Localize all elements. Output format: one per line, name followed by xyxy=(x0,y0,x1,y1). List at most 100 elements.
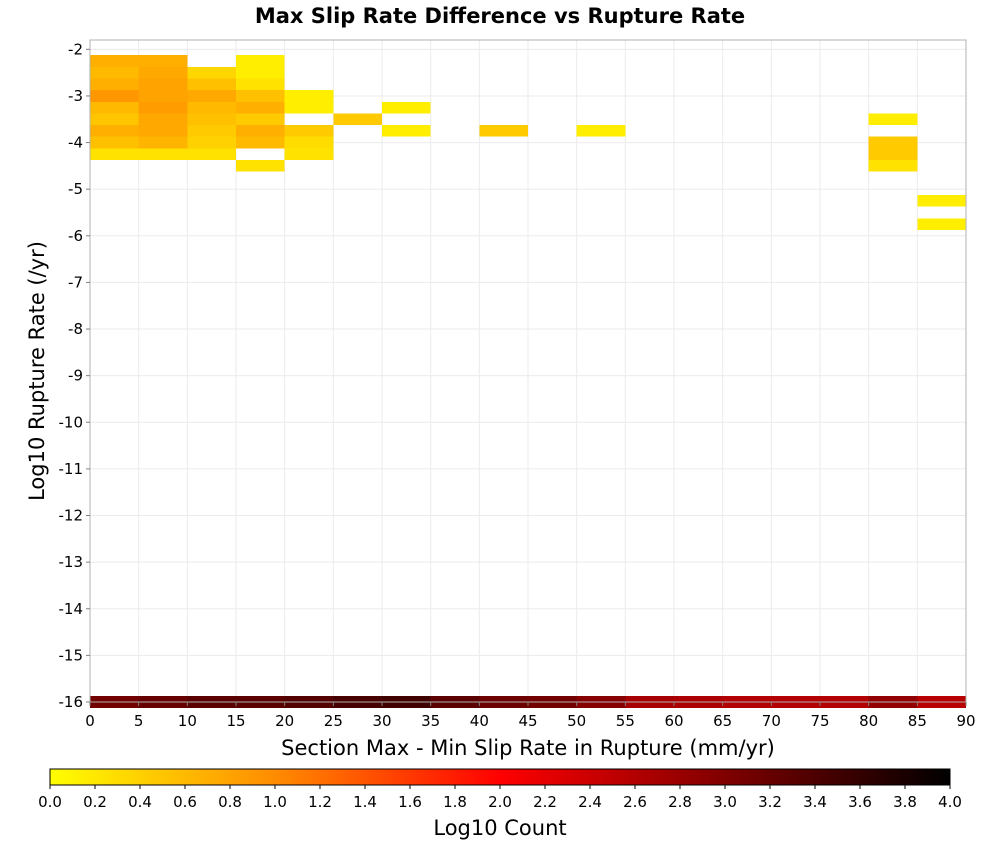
heatmap-cell xyxy=(90,90,139,102)
heatmap-cell xyxy=(138,136,188,149)
heatmap-cell xyxy=(382,101,431,114)
heatmap-cell xyxy=(90,148,139,161)
x-tick-label: 80 xyxy=(859,712,878,730)
x-tick-label: 25 xyxy=(324,712,343,730)
y-tick-label: -11 xyxy=(59,460,84,478)
heatmap-cell xyxy=(138,66,188,79)
colorbar-tick-label: 4.0 xyxy=(938,793,962,811)
heatmap-cell xyxy=(187,90,236,102)
heatmap-cell xyxy=(187,78,236,91)
colorbar-tick-label: 1.6 xyxy=(398,793,422,811)
heatmap-cell xyxy=(333,113,382,126)
heatmap-cell xyxy=(138,101,188,114)
heatmap-cell xyxy=(90,101,139,114)
heatmap-cell xyxy=(868,160,918,172)
colorbar-tick-label: 2.0 xyxy=(488,793,512,811)
heatmap-cell xyxy=(382,125,431,137)
y-tick-label: -8 xyxy=(68,320,83,338)
x-tick-label: 90 xyxy=(956,712,975,730)
colorbar-tick-label: 0.4 xyxy=(128,793,152,811)
heatmap-cell xyxy=(187,113,236,126)
y-tick-label: -3 xyxy=(68,87,83,105)
x-tick-label: 10 xyxy=(178,712,197,730)
heatmap-cell xyxy=(284,101,334,114)
colorbar-tick-label: 3.0 xyxy=(713,793,737,811)
colorbar-tick-label: 0.6 xyxy=(173,793,197,811)
heatmap-cell xyxy=(868,136,918,149)
x-tick-label: 70 xyxy=(762,712,781,730)
heatmap-cell xyxy=(90,55,139,67)
x-tick-label: 65 xyxy=(713,712,732,730)
x-tick-label: 85 xyxy=(908,712,927,730)
x-tick-label: 30 xyxy=(372,712,391,730)
heatmap-cell xyxy=(284,125,334,137)
heatmap-cell xyxy=(90,136,139,149)
colorbar-tick-label: 2.6 xyxy=(623,793,647,811)
colorbar-tick-label: 0.2 xyxy=(83,793,107,811)
heatmap-cell xyxy=(138,55,188,67)
x-tick-label: 55 xyxy=(616,712,635,730)
heatmap-cell xyxy=(187,136,236,149)
colorbar-tick-label: 3.6 xyxy=(848,793,872,811)
x-tick-label: 40 xyxy=(470,712,489,730)
heatmap-cell xyxy=(138,90,188,102)
heatmap-cell xyxy=(868,148,918,161)
x-tick-label: 60 xyxy=(664,712,683,730)
colorbar-tick-label: 1.4 xyxy=(353,793,377,811)
x-tick-label: 15 xyxy=(226,712,245,730)
y-tick-label: -5 xyxy=(68,180,83,198)
y-tick-label: -7 xyxy=(68,273,83,291)
colorbar-tick-label: 1.0 xyxy=(263,793,287,811)
heatmap-cell xyxy=(236,78,285,91)
colorbar xyxy=(49,768,951,786)
heatmap-cell xyxy=(917,195,966,207)
y-tick-label: -4 xyxy=(68,134,83,152)
colorbar-tick-label: 1.2 xyxy=(308,793,332,811)
heatmap-cell xyxy=(917,218,966,230)
y-tick-label: -14 xyxy=(59,600,84,618)
colorbar-tick-label: 3.8 xyxy=(893,793,917,811)
heatmap-cell xyxy=(90,113,139,126)
chart-title: Max Slip Rate Difference vs Rupture Rate xyxy=(255,4,745,28)
heatmap-cell xyxy=(284,136,334,149)
x-tick-label: 20 xyxy=(275,712,294,730)
colorbar-tick-label: 3.2 xyxy=(758,793,782,811)
colorbar-ticks: 0.0 0.2 0.4 0.6 0.8 1.0 1.2 1.4 1.6 1.8 2.0 2.2 2.4 2… xyxy=(38,785,962,811)
y-tick-label: -13 xyxy=(59,553,84,571)
heatmap-cell xyxy=(236,125,285,137)
y-tick-label: -10 xyxy=(59,413,84,431)
y-tick-label: -6 xyxy=(68,227,83,245)
heatmap-cell xyxy=(236,113,285,126)
heatmap-cell xyxy=(236,55,285,67)
heatmap-cell xyxy=(90,66,139,79)
heatmap-cell xyxy=(479,125,528,137)
heatmap-cell xyxy=(138,148,188,161)
heatmap-cell xyxy=(236,136,285,149)
heatmap-cell xyxy=(284,148,334,161)
colorbar-label: Log10 Count xyxy=(433,816,566,840)
y-axis-label: Log10 Rupture Rate (/yr) xyxy=(25,241,49,501)
x-tick-label: 0 xyxy=(85,712,95,730)
heatmap-cell xyxy=(138,125,188,137)
x-tick-label: 75 xyxy=(810,712,829,730)
heatmap-cell xyxy=(236,101,285,114)
y-tick-label: -2 xyxy=(68,40,83,58)
heatmap-cell xyxy=(90,125,139,137)
heatmap-cell xyxy=(90,78,139,91)
heatmap-cell xyxy=(187,148,236,161)
colorbar-tick-label: 0.0 xyxy=(38,793,62,811)
heatmap-cell xyxy=(868,113,918,126)
heatmap-cell xyxy=(236,160,285,172)
heatmap-cell xyxy=(576,125,626,137)
x-tick-label: 45 xyxy=(518,712,537,730)
y-tick-label: -12 xyxy=(59,507,84,525)
heatmap-cell xyxy=(187,66,236,79)
colorbar-tick-label: 0.8 xyxy=(218,793,242,811)
y-tick-label: -9 xyxy=(68,367,83,385)
x-tick-label: 5 xyxy=(134,712,144,730)
colorbar-tick-label: 2.2 xyxy=(533,793,557,811)
heatmap-cell xyxy=(138,113,188,126)
x-tick-label: 35 xyxy=(421,712,440,730)
heatmap-cell xyxy=(236,90,285,102)
